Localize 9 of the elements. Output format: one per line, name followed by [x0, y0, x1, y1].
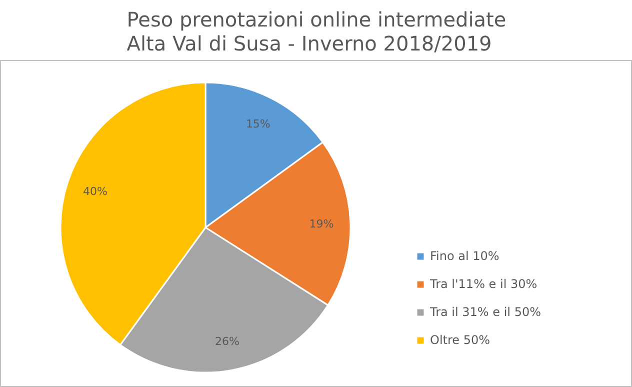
data-label: 19%: [309, 217, 334, 230]
data-label: 40%: [82, 185, 108, 198]
data-label: 26%: [215, 334, 240, 348]
legend-label: Tra il 31% e il 50%: [430, 305, 541, 319]
data-label: 15%: [246, 118, 270, 131]
legend-label: Fino al 10%: [430, 249, 500, 263]
chart-title: Peso prenotazioni online intermediate Alta Val di Susa - Inverno 2018/2019: [126, 8, 506, 56]
legend-label: Oltre 50%: [430, 333, 490, 347]
legend-label: Tra l'11% e il 30%: [430, 277, 538, 291]
